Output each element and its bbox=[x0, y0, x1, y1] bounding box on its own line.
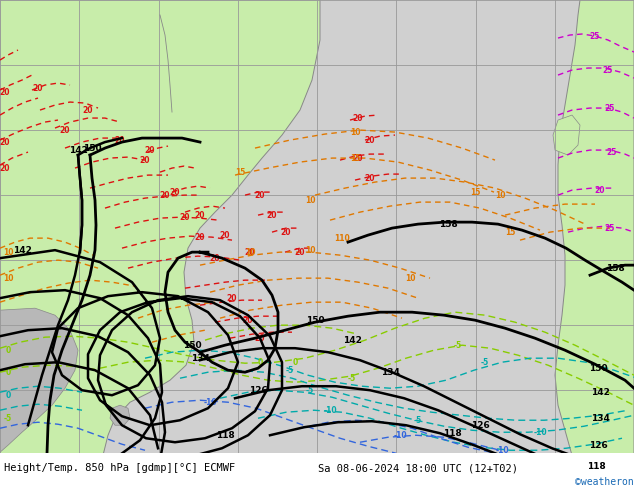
Text: 20: 20 bbox=[60, 125, 70, 135]
Text: 15: 15 bbox=[350, 153, 360, 163]
Text: 20: 20 bbox=[145, 146, 155, 154]
Text: 20: 20 bbox=[353, 114, 363, 122]
Text: 20: 20 bbox=[365, 136, 375, 145]
Text: 20: 20 bbox=[255, 334, 265, 343]
Text: 0: 0 bbox=[5, 368, 11, 377]
Text: -5: -5 bbox=[286, 366, 294, 375]
Text: 20: 20 bbox=[195, 211, 205, 220]
Text: 0: 0 bbox=[257, 358, 262, 367]
Text: 150: 150 bbox=[82, 144, 101, 152]
Text: 10: 10 bbox=[350, 127, 360, 137]
Text: 20: 20 bbox=[170, 188, 180, 196]
Text: 110: 110 bbox=[334, 234, 350, 243]
Text: 20: 20 bbox=[365, 173, 375, 183]
Text: -5: -5 bbox=[4, 414, 12, 423]
Text: Sa 08-06-2024 18:00 UTC (12+T02): Sa 08-06-2024 18:00 UTC (12+T02) bbox=[318, 463, 518, 473]
Text: 126: 126 bbox=[470, 421, 489, 430]
Text: 10: 10 bbox=[404, 273, 415, 283]
Text: -5: -5 bbox=[348, 374, 356, 383]
Text: 150: 150 bbox=[589, 364, 607, 373]
Text: -5: -5 bbox=[306, 386, 314, 395]
Text: 20: 20 bbox=[243, 316, 253, 325]
Polygon shape bbox=[110, 405, 130, 425]
Text: 118: 118 bbox=[216, 431, 235, 440]
Text: Height/Temp. 850 hPa [gdmp][°C] ECMWF: Height/Temp. 850 hPa [gdmp][°C] ECMWF bbox=[4, 463, 235, 473]
Text: 25: 25 bbox=[605, 223, 615, 233]
Text: 20: 20 bbox=[83, 105, 93, 115]
Text: 142: 142 bbox=[68, 146, 87, 154]
Text: 15: 15 bbox=[505, 228, 515, 237]
Text: 158: 158 bbox=[605, 264, 624, 272]
Polygon shape bbox=[0, 0, 634, 453]
Text: 126: 126 bbox=[249, 386, 268, 395]
Text: 20: 20 bbox=[180, 213, 190, 221]
Text: -5: -5 bbox=[481, 358, 489, 367]
Text: 10: 10 bbox=[495, 191, 505, 199]
Text: 20: 20 bbox=[295, 247, 305, 257]
Text: 134: 134 bbox=[590, 414, 609, 423]
Text: 118: 118 bbox=[443, 429, 462, 438]
Text: 10: 10 bbox=[3, 247, 13, 257]
Text: 25: 25 bbox=[607, 147, 617, 157]
Text: 10: 10 bbox=[3, 273, 13, 283]
Text: 20: 20 bbox=[255, 191, 265, 199]
Text: 10: 10 bbox=[305, 245, 315, 255]
Text: 142: 142 bbox=[342, 336, 361, 344]
Polygon shape bbox=[553, 115, 580, 155]
Text: 25: 25 bbox=[590, 31, 600, 41]
Text: 0: 0 bbox=[5, 345, 11, 355]
Text: 134: 134 bbox=[380, 368, 399, 377]
Text: 20: 20 bbox=[227, 294, 237, 303]
Text: ©weatheronline.co.uk: ©weatheronline.co.uk bbox=[575, 477, 634, 487]
Text: 20: 20 bbox=[281, 228, 291, 237]
Text: -10: -10 bbox=[495, 446, 509, 455]
Text: 158: 158 bbox=[439, 220, 457, 229]
Text: -5: -5 bbox=[454, 341, 462, 350]
Text: 20: 20 bbox=[139, 156, 150, 165]
Text: 142: 142 bbox=[590, 388, 609, 397]
Text: 20: 20 bbox=[220, 231, 230, 240]
Text: 20: 20 bbox=[115, 136, 126, 145]
Text: 0: 0 bbox=[292, 358, 297, 367]
Text: 20: 20 bbox=[353, 153, 363, 163]
Text: 150: 150 bbox=[306, 316, 325, 325]
Text: 10: 10 bbox=[305, 196, 315, 205]
Text: -10: -10 bbox=[533, 428, 547, 437]
Text: -10: -10 bbox=[203, 398, 217, 407]
Text: 118: 118 bbox=[586, 462, 605, 471]
Text: 20: 20 bbox=[245, 247, 256, 257]
Text: 20: 20 bbox=[0, 88, 10, 97]
Text: 20: 20 bbox=[160, 191, 171, 199]
Text: 20: 20 bbox=[33, 84, 43, 93]
Text: 20: 20 bbox=[0, 164, 10, 172]
Text: 25: 25 bbox=[603, 66, 613, 74]
Text: 20: 20 bbox=[195, 233, 205, 242]
Text: 134: 134 bbox=[191, 354, 209, 363]
Polygon shape bbox=[555, 0, 634, 455]
Text: -10: -10 bbox=[393, 431, 407, 440]
Text: 20: 20 bbox=[210, 254, 220, 263]
Text: 126: 126 bbox=[588, 441, 607, 450]
Text: 10: 10 bbox=[245, 247, 256, 257]
Text: 142: 142 bbox=[13, 245, 32, 255]
Text: 25: 25 bbox=[605, 103, 615, 113]
Text: 20: 20 bbox=[0, 138, 10, 147]
Text: 150: 150 bbox=[183, 341, 202, 350]
Text: 15: 15 bbox=[470, 188, 480, 196]
Text: -5: -5 bbox=[414, 416, 422, 425]
Polygon shape bbox=[0, 0, 320, 455]
Text: -10: -10 bbox=[323, 406, 337, 415]
Text: 0: 0 bbox=[5, 391, 11, 400]
Polygon shape bbox=[0, 308, 78, 452]
Text: 15: 15 bbox=[235, 168, 245, 176]
Text: 20: 20 bbox=[595, 186, 605, 195]
Text: 20: 20 bbox=[267, 211, 277, 220]
